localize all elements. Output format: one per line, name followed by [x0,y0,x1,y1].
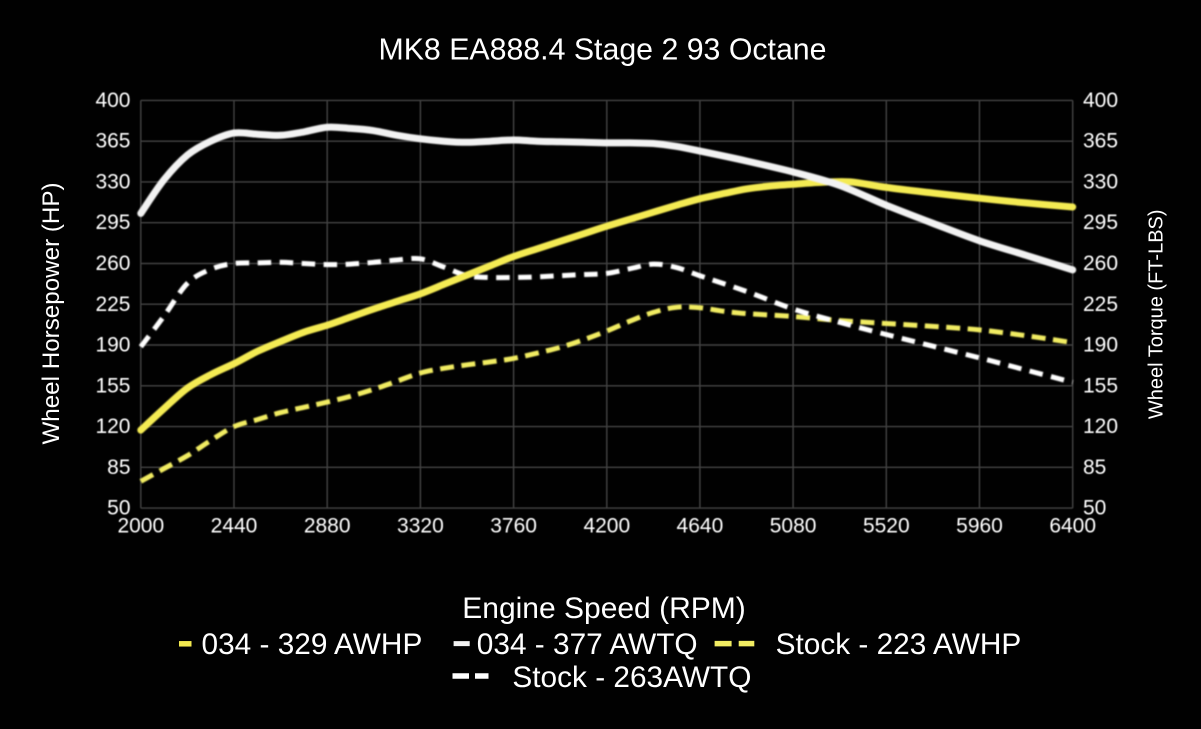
svg-text:295: 295 [1083,211,1118,234]
svg-text:400: 400 [95,89,130,112]
svg-text:Stock - 223 AWHP: Stock - 223 AWHP [776,628,1022,661]
svg-text:365: 365 [95,130,130,153]
svg-text:295: 295 [95,211,130,234]
svg-text:Wheel Torque (FT-LBS): Wheel Torque (FT-LBS) [1146,209,1168,419]
svg-text:034 - 377 AWTQ: 034 - 377 AWTQ [477,628,698,661]
svg-text:50: 50 [1083,497,1106,520]
svg-text:85: 85 [107,456,130,479]
svg-text:6400: 6400 [1049,515,1096,538]
svg-text:5080: 5080 [770,515,817,538]
svg-text:85: 85 [1083,456,1106,479]
svg-text:MK8 EA888.4 Stage 2 93 Octane: MK8 EA888.4 Stage 2 93 Octane [378,34,826,67]
svg-text:50: 50 [107,497,130,520]
svg-text:2000: 2000 [117,515,164,538]
svg-text:365: 365 [1083,130,1118,153]
svg-text:3760: 3760 [490,515,537,538]
svg-text:120: 120 [1083,415,1118,438]
svg-text:330: 330 [1083,170,1118,193]
svg-text:225: 225 [95,293,130,316]
svg-text:260: 260 [1083,252,1118,275]
svg-text:4640: 4640 [677,515,724,538]
svg-text:2880: 2880 [304,515,351,538]
svg-text:4200: 4200 [583,515,630,538]
svg-text:Engine Speed (RPM): Engine Speed (RPM) [462,592,745,625]
svg-text:260: 260 [95,252,130,275]
svg-text:5960: 5960 [956,515,1003,538]
svg-text:400: 400 [1083,89,1118,112]
svg-text:034 - 329 AWHP: 034 - 329 AWHP [202,628,423,661]
svg-text:190: 190 [95,334,130,357]
svg-text:2440: 2440 [211,515,258,538]
svg-text:225: 225 [1083,293,1118,316]
svg-text:155: 155 [95,374,130,397]
svg-text:5520: 5520 [863,515,910,538]
svg-text:Wheel Horsepower (HP): Wheel Horsepower (HP) [38,182,65,444]
svg-text:120: 120 [95,415,130,438]
svg-text:190: 190 [1083,334,1118,357]
svg-text:330: 330 [95,170,130,193]
svg-text:155: 155 [1083,374,1118,397]
svg-text:Stock - 263AWTQ: Stock - 263AWTQ [512,661,751,694]
svg-text:3320: 3320 [397,515,444,538]
